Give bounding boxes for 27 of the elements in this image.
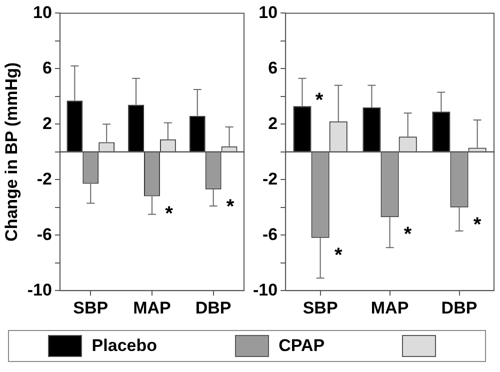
y-tick-label: -2 — [36, 169, 52, 188]
legend-label: Placebo — [92, 336, 157, 356]
y-tick-label: 6 — [42, 58, 52, 78]
y-tick-label: 10 — [33, 2, 52, 22]
y-tick-label: -10 — [252, 280, 278, 300]
y-tick-label: 2 — [268, 114, 278, 133]
annotation: * — [226, 196, 234, 218]
x-tick-label: DBP — [441, 298, 478, 318]
x-tick-label: SBP — [73, 298, 108, 318]
y-tick-label: 10 — [258, 2, 278, 22]
annotation: * — [334, 244, 342, 266]
y-tick-label: 6 — [268, 58, 278, 78]
y-tick-label: -10 — [27, 280, 52, 300]
annotation: * — [315, 90, 324, 112]
annotation: * — [165, 202, 174, 225]
x-tick-label: DBP — [195, 298, 232, 318]
legend-label: CPAP — [278, 336, 325, 356]
y-tick-label: 2 — [42, 114, 52, 133]
y-tick-label: -2 — [262, 169, 278, 188]
annotation: * — [404, 224, 412, 246]
y-axis-title: Change in BP (mmHg) — [2, 62, 21, 242]
y-tick-label: -6 — [36, 224, 52, 244]
x-tick-label: SBP — [302, 298, 338, 318]
y-tick-label: -6 — [262, 224, 278, 244]
x-tick-label: MAP — [133, 298, 171, 318]
x-tick-label: MAP — [370, 298, 409, 318]
annotation: * — [473, 214, 482, 236]
